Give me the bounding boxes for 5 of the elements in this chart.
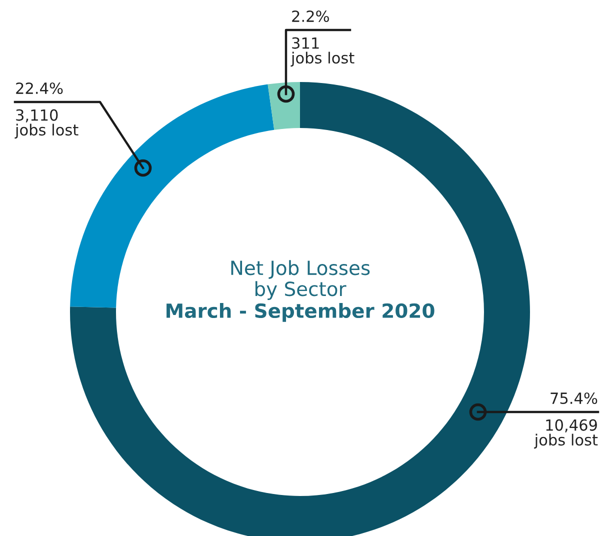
text: March - September 2020 xyxy=(166,303,434,322)
data-label: 22.4% 3,110 jobs lost xyxy=(14,82,78,139)
data-label: 2.2% 311 jobs lost xyxy=(290,10,354,67)
data-label: 75.4% 10,469 jobs lost xyxy=(534,392,598,449)
text: Net Job Losses by Sector xyxy=(231,260,370,300)
